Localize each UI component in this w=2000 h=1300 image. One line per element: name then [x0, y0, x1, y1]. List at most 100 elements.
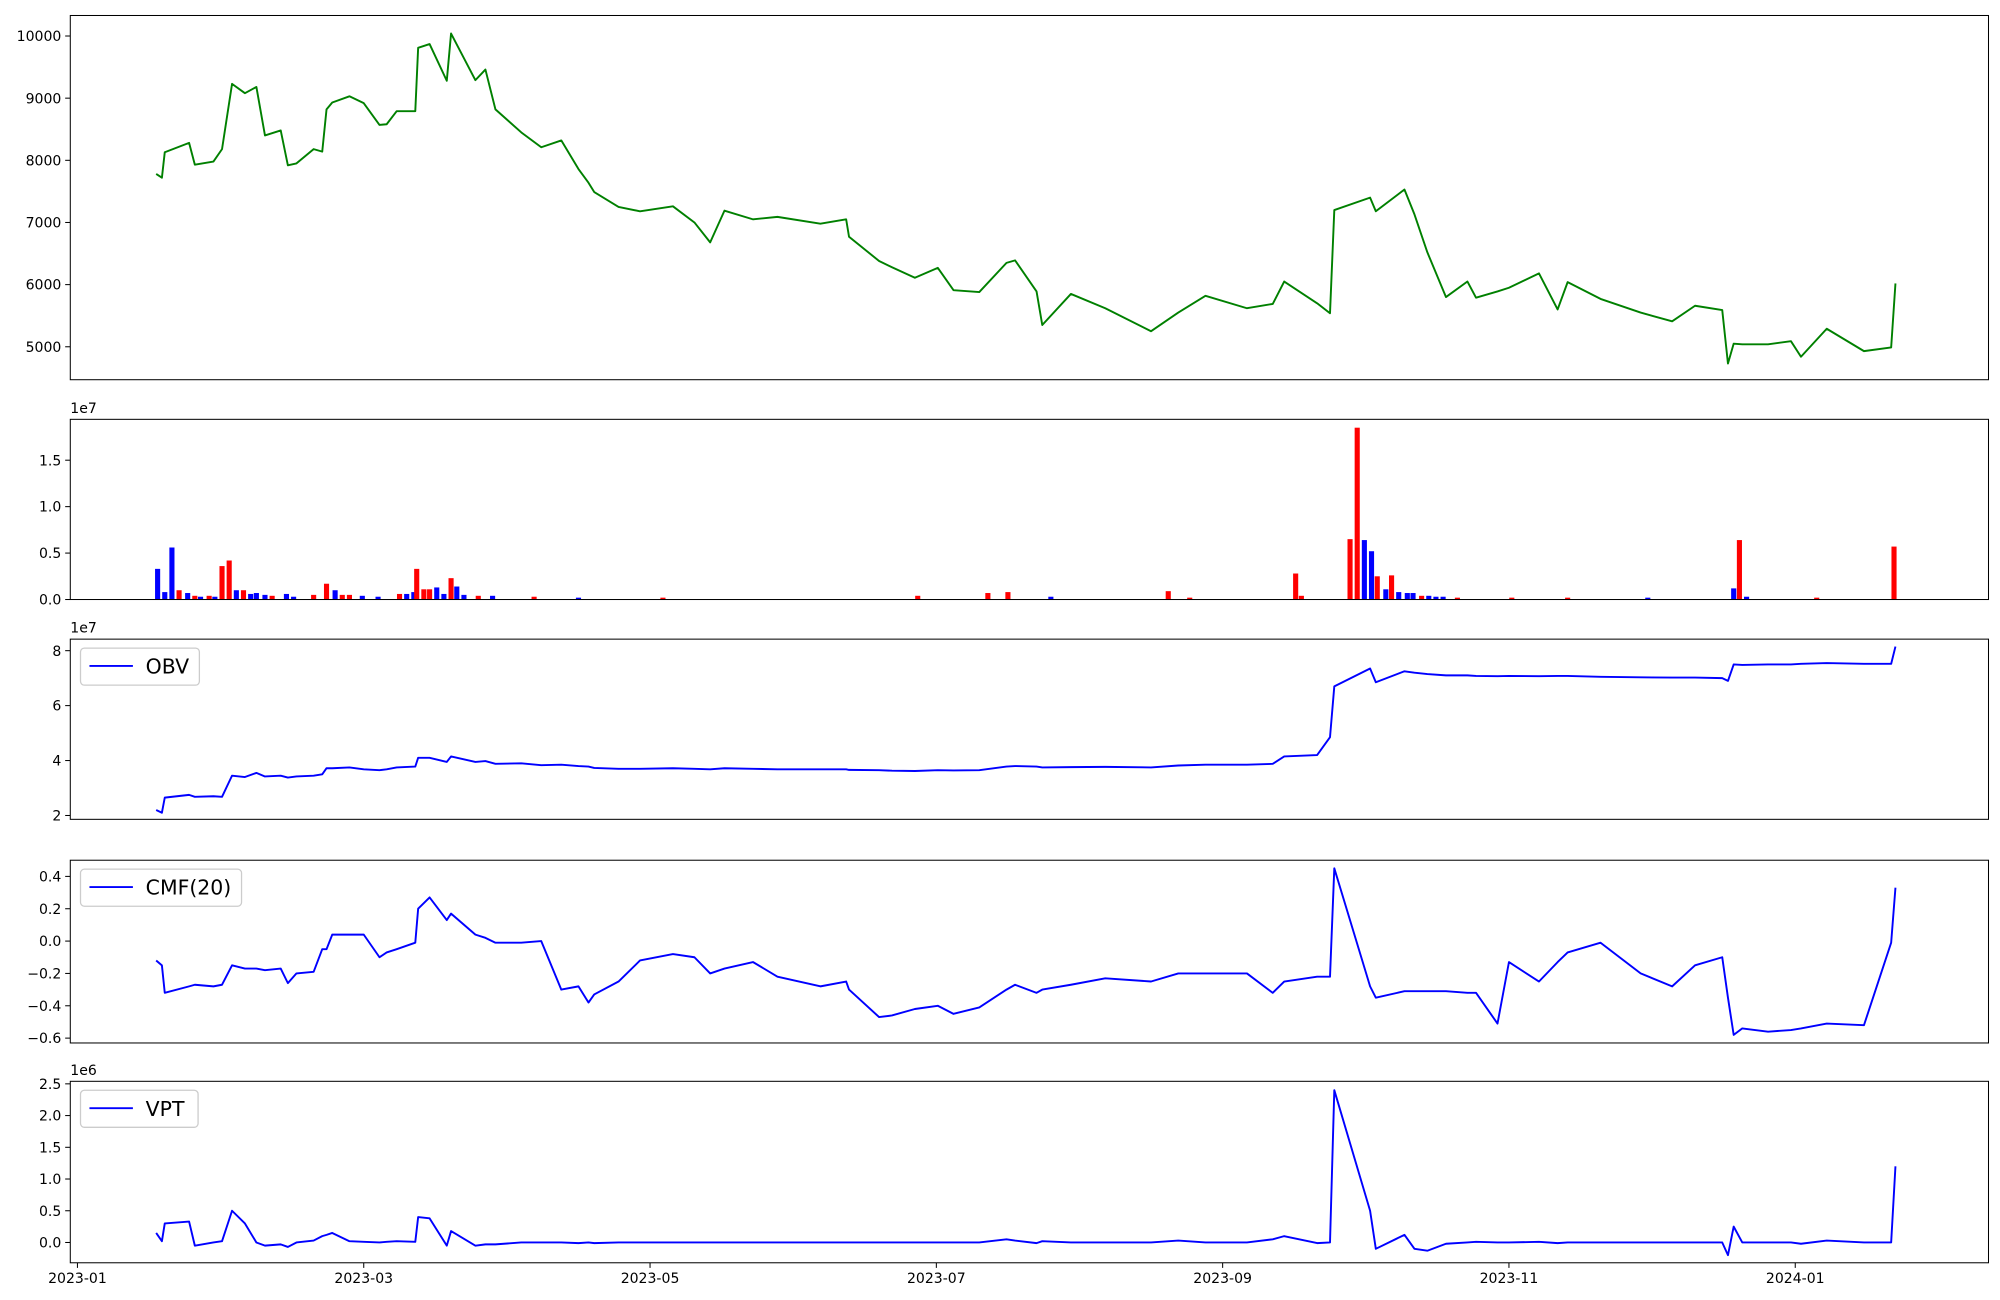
y-tick-label: 1.5 [39, 1140, 61, 1156]
bar [248, 593, 254, 600]
y-tick-label: 0.0 [39, 593, 61, 609]
x-tick-label: 2023-09 [1193, 1271, 1252, 1287]
axes-frame [69, 859, 1990, 1044]
axes-frame [69, 14, 1990, 381]
bar [192, 595, 198, 600]
bar [1368, 551, 1375, 600]
bar [396, 593, 403, 600]
y-tick-label: 6000 [26, 278, 62, 294]
y-tick-label: 1.5 [39, 453, 61, 469]
bar [169, 547, 175, 600]
y-offset-label: 1e7 [70, 401, 97, 417]
bar [454, 586, 460, 600]
bar [269, 595, 275, 600]
bar [291, 596, 297, 600]
bar [434, 587, 440, 600]
bar [1410, 593, 1416, 600]
legend-label: VPT [146, 1097, 185, 1121]
bar [1187, 597, 1193, 600]
bar [1005, 592, 1011, 600]
bar [185, 593, 191, 600]
y-tick-label: 4 [52, 754, 61, 770]
bar [427, 589, 433, 600]
y-tick-label: 10000 [17, 29, 62, 45]
bar [262, 594, 268, 600]
bar [1744, 596, 1750, 600]
bar [1565, 597, 1571, 600]
y-tick-label: 8 [52, 644, 61, 660]
bar [1396, 592, 1402, 600]
legend [79, 647, 201, 686]
y-tick-label: 1.0 [39, 1172, 61, 1188]
bar [311, 594, 317, 600]
bar [323, 583, 330, 600]
y-tick-label: 0.4 [39, 870, 61, 886]
bar [283, 593, 290, 600]
bar [1731, 588, 1737, 600]
bar [359, 595, 365, 600]
bar [176, 590, 182, 600]
y-tick-label: 7000 [26, 216, 62, 232]
data-line [155, 1089, 1897, 1257]
bar [1347, 539, 1353, 600]
bar [490, 595, 496, 600]
bar [1645, 597, 1651, 600]
y-tick-label: 5000 [26, 340, 62, 356]
y-tick-label: −0.4 [27, 999, 61, 1015]
legend [79, 868, 243, 907]
y-tick-label: 2 [52, 809, 61, 825]
y-tick-label: 0.0 [39, 934, 61, 950]
bar [915, 595, 921, 600]
legend-label: OBV [146, 655, 189, 679]
bar [441, 593, 447, 600]
x-tick-label: 2023-07 [907, 1271, 966, 1287]
bar [1165, 591, 1171, 600]
bar [219, 566, 225, 600]
bar [375, 596, 381, 600]
bar [1293, 573, 1299, 600]
y-tick-label: 1.0 [39, 500, 61, 516]
x-tick-label: 2023-11 [1480, 1271, 1539, 1287]
y-tick-label: −0.2 [27, 967, 61, 983]
axes-frame [69, 1080, 1990, 1264]
bar [1736, 540, 1742, 600]
data-line [155, 646, 1897, 814]
bar [1389, 575, 1395, 600]
bar [1433, 596, 1439, 600]
bar [197, 596, 204, 600]
axes-frame [69, 638, 1990, 820]
bar [226, 560, 232, 600]
bar [1383, 589, 1389, 600]
bar [1419, 595, 1425, 600]
bar [212, 596, 218, 600]
bar [332, 590, 338, 600]
bar [1814, 597, 1820, 600]
bar [240, 590, 247, 600]
bar [1298, 595, 1304, 600]
bar [162, 592, 168, 600]
bar [339, 594, 345, 600]
bar [346, 594, 352, 600]
y-tick-label: 8000 [26, 153, 62, 169]
bar [253, 593, 259, 600]
y-tick-label: 6 [52, 699, 61, 715]
data-line [155, 867, 1897, 1036]
x-tick-label: 2024-01 [1766, 1271, 1825, 1287]
bar [411, 592, 417, 600]
data-line [155, 32, 1897, 365]
bar [414, 568, 420, 600]
bar [1048, 596, 1054, 600]
y-tick-label: 0.5 [39, 546, 61, 562]
y-tick-label: 9000 [26, 91, 62, 107]
y-tick-label: 2.0 [39, 1109, 61, 1125]
bar [1374, 576, 1380, 600]
bar [1354, 427, 1360, 600]
bar [206, 595, 212, 600]
bar [1361, 540, 1367, 600]
bar [1891, 546, 1897, 600]
y-tick-label: 0.2 [39, 902, 61, 918]
bar [531, 596, 537, 600]
bar [1440, 596, 1446, 600]
